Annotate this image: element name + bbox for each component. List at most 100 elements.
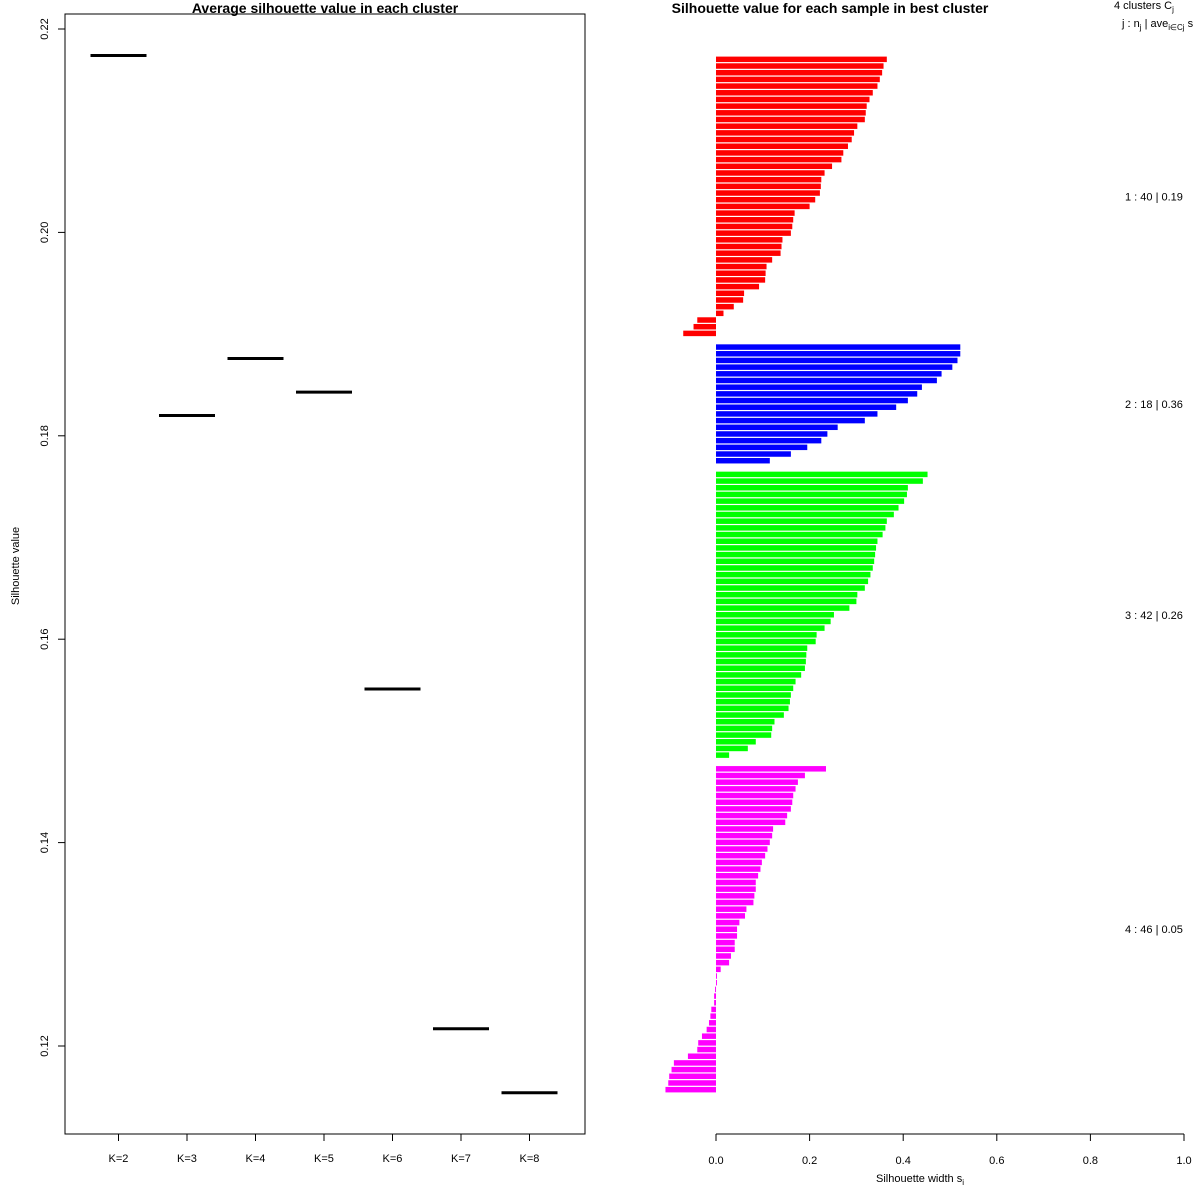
left-y-tick-label: 0.16 bbox=[39, 628, 51, 649]
silhouette-bar bbox=[716, 478, 923, 484]
left-x-tick-label: K=6 bbox=[383, 1153, 403, 1165]
silhouette-bar bbox=[716, 397, 908, 404]
silhouette-bar bbox=[716, 571, 871, 578]
silhouette-bar bbox=[716, 732, 772, 738]
silhouette-bar bbox=[716, 150, 844, 156]
silhouette-bar bbox=[716, 437, 822, 444]
silhouette-bar bbox=[716, 618, 831, 625]
silhouette-bar bbox=[716, 772, 805, 779]
left-panel: Average silhouette value in each cluster… bbox=[10, 0, 586, 1165]
silhouette-bar bbox=[716, 933, 738, 939]
legend-header-line2: j : nj | avei∈Cj s bbox=[1121, 18, 1194, 32]
left-y-tick-label: 0.14 bbox=[39, 832, 51, 853]
silhouette-bar bbox=[716, 846, 768, 852]
right-x-tick-label: 0.0 bbox=[708, 1155, 723, 1167]
silhouette-bar bbox=[716, 384, 922, 390]
silhouette-bar bbox=[673, 1060, 716, 1066]
silhouette-bar bbox=[716, 357, 958, 364]
silhouette-bar bbox=[716, 230, 791, 236]
silhouette-bar bbox=[716, 505, 899, 511]
left-y-tick-label: 0.20 bbox=[39, 222, 51, 243]
silhouette-bar bbox=[716, 377, 937, 384]
silhouette-bar bbox=[716, 698, 790, 705]
silhouette-bar bbox=[716, 953, 731, 959]
silhouette-bar bbox=[716, 116, 865, 123]
silhouette-bar bbox=[716, 625, 825, 631]
silhouette-bar bbox=[716, 511, 894, 518]
silhouette-bar bbox=[716, 203, 810, 210]
silhouette-bar bbox=[687, 1053, 716, 1059]
legend-header-line1: 4 clusters Cj bbox=[1114, 0, 1174, 14]
silhouette-bar bbox=[716, 471, 928, 478]
left-x-tick-label: K=8 bbox=[520, 1153, 540, 1165]
silhouette-bar bbox=[716, 786, 796, 792]
silhouette-bar bbox=[716, 939, 735, 946]
silhouette-bar bbox=[716, 926, 738, 932]
silhouette-bar bbox=[716, 585, 865, 591]
silhouette-bar bbox=[716, 739, 756, 745]
left-x-tick-label: K=5 bbox=[314, 1153, 334, 1165]
silhouette-bar bbox=[716, 210, 795, 216]
silhouette-bar bbox=[716, 485, 908, 491]
silhouette-bar bbox=[716, 678, 796, 685]
right-x-tick-label: 0.8 bbox=[1083, 1155, 1098, 1167]
silhouette-bar bbox=[716, 56, 887, 63]
silhouette-bar bbox=[716, 692, 791, 698]
silhouette-bar bbox=[716, 163, 833, 170]
cluster-label: 2 : 18 | 0.36 bbox=[1125, 399, 1183, 411]
right-x-tick-label: 1.0 bbox=[1176, 1155, 1191, 1167]
silhouette-bar bbox=[716, 364, 953, 370]
silhouette-bar bbox=[716, 76, 880, 83]
silhouette-bar bbox=[716, 103, 867, 109]
silhouette-bar bbox=[708, 1020, 716, 1026]
silhouette-bar bbox=[716, 852, 766, 859]
silhouette-bar bbox=[714, 1000, 716, 1006]
silhouette-bar bbox=[716, 190, 820, 196]
silhouette-bar bbox=[716, 96, 870, 103]
silhouette-bar bbox=[697, 1046, 716, 1053]
silhouette-bar bbox=[716, 411, 878, 417]
silhouette-bar bbox=[716, 183, 821, 190]
silhouette-bar bbox=[716, 672, 802, 678]
silhouette-bar bbox=[716, 946, 735, 953]
silhouette-bar bbox=[716, 518, 887, 524]
cluster-label: 1 : 40 | 0.19 bbox=[1125, 191, 1183, 203]
silhouette-bar bbox=[716, 812, 788, 819]
silhouette-bar bbox=[716, 598, 857, 605]
silhouette-bar bbox=[716, 591, 858, 598]
silhouette-bar bbox=[716, 290, 745, 297]
left-chart-title: Average silhouette value in each cluster bbox=[192, 0, 459, 16]
silhouette-bar bbox=[716, 658, 806, 665]
silhouette-bar bbox=[716, 826, 774, 832]
right-x-tick-label: 0.6 bbox=[989, 1155, 1004, 1167]
left-marks bbox=[90, 53, 558, 1095]
silhouette-bar bbox=[716, 491, 907, 498]
silhouette-bar bbox=[716, 69, 883, 76]
silhouette-bar bbox=[716, 558, 875, 565]
right-chart-title: Silhouette value for each sample in best… bbox=[672, 0, 989, 16]
silhouette-bar bbox=[716, 665, 805, 671]
silhouette-bar bbox=[716, 839, 770, 846]
silhouette-bar bbox=[716, 792, 794, 799]
silhouette-bar bbox=[716, 652, 807, 658]
silhouette-bar bbox=[716, 156, 842, 163]
silhouette-bar bbox=[716, 866, 761, 872]
right-x-axis-label: Silhouette width si bbox=[876, 1173, 964, 1187]
silhouette-bar bbox=[716, 531, 883, 538]
silhouette-bar bbox=[716, 638, 816, 645]
silhouette-bar bbox=[716, 966, 721, 973]
silhouette-bar bbox=[716, 457, 770, 464]
silhouette-bar bbox=[716, 63, 884, 69]
silhouette-bar bbox=[716, 424, 838, 431]
silhouette-bar bbox=[716, 612, 834, 618]
silhouette-bar bbox=[716, 237, 783, 243]
silhouette-bar bbox=[716, 645, 808, 651]
left-y-tick-label: 0.12 bbox=[39, 1035, 51, 1056]
silhouette-bar bbox=[716, 565, 873, 571]
silhouette-bar bbox=[716, 913, 746, 919]
silhouette-bar bbox=[716, 196, 816, 203]
silhouette-bar bbox=[716, 752, 730, 758]
left-x-tick-label: K=2 bbox=[109, 1153, 129, 1165]
silhouette-bar bbox=[706, 1026, 716, 1033]
